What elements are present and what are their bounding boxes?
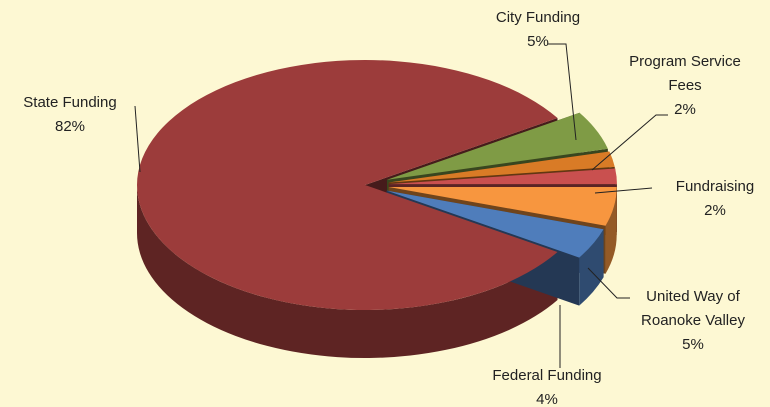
leader-line bbox=[591, 114, 668, 171]
value-label: 5% bbox=[682, 336, 704, 353]
slice bbox=[387, 112, 608, 180]
slice bbox=[137, 60, 558, 310]
slice bbox=[388, 151, 615, 183]
category-label: United Way of Roanoke Valley bbox=[641, 288, 745, 329]
slice-side bbox=[137, 185, 558, 359]
category-label: Federal Funding bbox=[492, 367, 601, 384]
category-label-line: Program Service bbox=[629, 53, 741, 70]
category-label-line: Roanoke Valley bbox=[641, 312, 745, 329]
value-label: 5% bbox=[527, 33, 549, 50]
category-label: State Funding bbox=[23, 94, 116, 111]
value-label: 2% bbox=[674, 101, 696, 118]
leader-line bbox=[587, 267, 630, 299]
slice bbox=[388, 187, 617, 226]
slice bbox=[388, 168, 617, 185]
value-label: 2% bbox=[704, 202, 726, 219]
category-label: City Funding bbox=[496, 9, 580, 26]
category-label: Program Service Fees bbox=[629, 53, 741, 94]
leader-line bbox=[134, 105, 141, 173]
category-label-line: United Way of bbox=[646, 288, 740, 305]
leader-line bbox=[594, 187, 653, 194]
category-label-line: Fees bbox=[668, 77, 701, 94]
slice bbox=[386, 190, 604, 258]
category-label: Fundraising bbox=[676, 178, 754, 195]
value-label: 82% bbox=[55, 118, 85, 135]
slice-side bbox=[605, 187, 617, 274]
leader-line bbox=[548, 43, 577, 141]
value-label: 4% bbox=[536, 391, 558, 407]
slice-side bbox=[579, 229, 604, 306]
